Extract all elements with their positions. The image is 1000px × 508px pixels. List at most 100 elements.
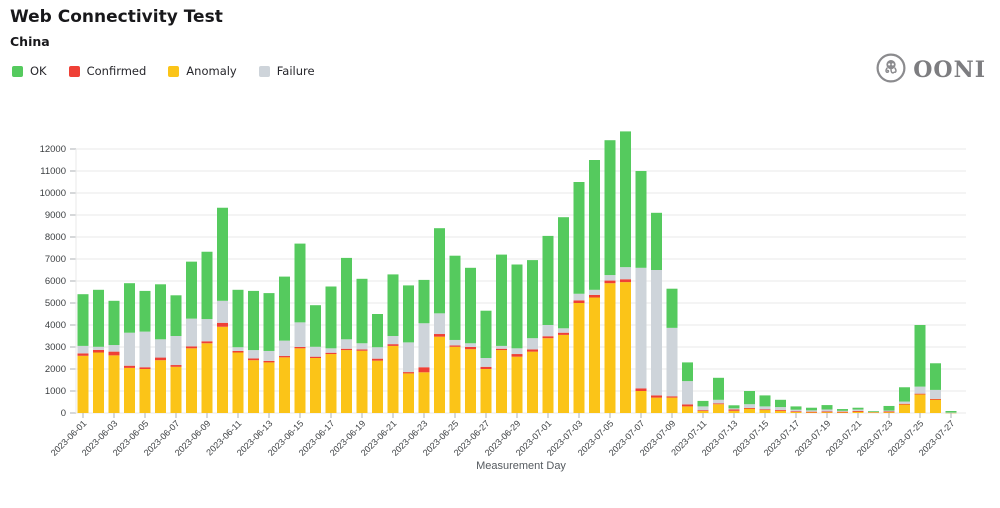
bar-segment-ok[interactable] (496, 254, 507, 346)
bar-2023-06-12[interactable] (248, 290, 259, 413)
bar-segment-ok[interactable] (635, 171, 647, 268)
bar-2023-07-05[interactable] (604, 140, 616, 413)
bar-2023-07-22[interactable] (868, 411, 879, 413)
bar-segment-anomaly[interactable] (263, 362, 275, 413)
bar-segment-confirmed[interactable] (108, 351, 120, 356)
bar-segment-confirmed[interactable] (573, 300, 585, 303)
bar-segment-ok[interactable] (418, 279, 430, 324)
bar-segment-anomaly[interactable] (635, 391, 647, 413)
bar-segment-confirmed[interactable] (310, 356, 321, 358)
bar-segment-confirmed[interactable] (744, 407, 755, 409)
bar-2023-07-23[interactable] (883, 405, 895, 413)
bar-segment-anomaly[interactable] (155, 360, 166, 413)
bar-2023-06-22[interactable] (403, 285, 414, 413)
bar-segment-failure[interactable] (496, 345, 507, 349)
bar-segment-ok[interactable] (682, 362, 693, 382)
bar-2023-07-12[interactable] (713, 377, 724, 413)
bar-segment-anomaly[interactable] (573, 303, 585, 413)
bar-segment-ok[interactable] (325, 286, 337, 349)
bar-segment-failure[interactable] (279, 340, 290, 357)
bar-segment-anomaly[interactable] (186, 348, 197, 413)
bar-segment-confirmed[interactable] (124, 365, 135, 368)
bar-segment-failure[interactable] (232, 347, 244, 351)
bar-segment-confirmed[interactable] (604, 280, 616, 284)
bar-segment-confirmed[interactable] (930, 398, 941, 400)
bar-segment-failure[interactable] (837, 410, 848, 412)
bar-segment-ok[interactable] (790, 406, 802, 410)
bar-segment-confirmed[interactable] (356, 349, 368, 351)
bar-2023-07-04[interactable] (589, 160, 600, 413)
bar-segment-anomaly[interactable] (449, 346, 461, 413)
bar-segment-failure[interactable] (775, 407, 786, 410)
bar-2023-06-28[interactable] (496, 254, 507, 413)
bar-segment-ok[interactable] (837, 409, 848, 411)
bar-segment-failure[interactable] (852, 409, 864, 412)
bar-segment-confirmed[interactable] (511, 354, 523, 357)
bar-segment-failure[interactable] (883, 410, 895, 412)
bar-segment-anomaly[interactable] (682, 406, 693, 413)
bar-segment-confirmed[interactable] (186, 346, 197, 349)
bar-segment-ok[interactable] (604, 140, 616, 276)
bar-segment-confirmed[interactable] (635, 388, 647, 391)
bar-segment-anomaly[interactable] (620, 282, 631, 413)
bar-segment-confirmed[interactable] (294, 347, 306, 349)
bar-segment-anomaly[interactable] (77, 355, 89, 413)
bar-segment-anomaly[interactable] (914, 394, 926, 413)
bar-2023-07-20[interactable] (837, 409, 848, 413)
bar-segment-ok[interactable] (589, 160, 600, 290)
bar-segment-failure[interactable] (124, 332, 135, 366)
bar-segment-anomaly[interactable] (713, 404, 724, 413)
bar-segment-ok[interactable] (883, 405, 895, 411)
bar-segment-failure[interactable] (790, 409, 802, 412)
bar-segment-failure[interactable] (77, 345, 89, 354)
bar-segment-anomaly[interactable] (418, 372, 430, 413)
bar-segment-ok[interactable] (139, 290, 151, 332)
bar-2023-06-08[interactable] (186, 261, 197, 413)
bar-segment-confirmed[interactable] (558, 332, 569, 335)
bar-2023-07-01[interactable] (542, 235, 554, 413)
bar-2023-06-11[interactable] (232, 289, 244, 413)
bar-segment-ok[interactable] (170, 295, 182, 336)
bar-2023-06-17[interactable] (325, 286, 337, 414)
bar-segment-failure[interactable] (806, 410, 817, 412)
bar-segment-failure[interactable] (186, 318, 197, 347)
bar-segment-confirmed[interactable] (728, 409, 740, 411)
bar-segment-confirmed[interactable] (434, 334, 445, 337)
bar-segment-ok[interactable] (573, 182, 585, 294)
bar-segment-anomaly[interactable] (666, 397, 678, 413)
bar-segment-anomaly[interactable] (325, 354, 337, 413)
bar-segment-failure[interactable] (387, 336, 399, 345)
bar-segment-ok[interactable] (263, 293, 275, 351)
bar-2023-06-10[interactable] (217, 207, 228, 413)
bar-segment-confirmed[interactable] (651, 395, 662, 398)
bar-segment-confirmed[interactable] (837, 411, 848, 413)
bar-segment-confirmed[interactable] (232, 350, 244, 353)
bar-segment-anomaly[interactable] (883, 411, 895, 413)
bar-segment-failure[interactable] (434, 313, 445, 335)
bar-2023-06-04[interactable] (124, 283, 135, 413)
bar-segment-anomaly[interactable] (744, 408, 755, 413)
bar-segment-anomaly[interactable] (852, 411, 864, 413)
bar-segment-failure[interactable] (511, 348, 523, 355)
bar-segment-ok[interactable] (651, 212, 662, 270)
bar-segment-anomaly[interactable] (139, 369, 151, 413)
bar-2023-07-09[interactable] (666, 288, 678, 413)
bar-segment-confirmed[interactable] (465, 347, 476, 350)
bar-segment-ok[interactable] (186, 261, 197, 319)
bar-segment-anomaly[interactable] (496, 350, 507, 413)
bar-segment-confirmed[interactable] (496, 348, 507, 351)
bar-2023-07-11[interactable] (697, 400, 709, 413)
bar-2023-06-29[interactable] (511, 264, 523, 414)
bar-2023-06-02[interactable] (93, 289, 104, 413)
bar-segment-confirmed[interactable] (527, 349, 538, 352)
bar-segment-anomaly[interactable] (759, 409, 771, 413)
bar-2023-06-03[interactable] (108, 300, 120, 413)
bar-segment-ok[interactable] (232, 289, 244, 348)
bar-segment-ok[interactable] (77, 294, 89, 346)
bar-2023-06-23[interactable] (418, 279, 430, 413)
bar-segment-failure[interactable] (682, 381, 693, 405)
bar-segment-confirmed[interactable] (806, 411, 817, 413)
bar-segment-anomaly[interactable] (403, 373, 414, 413)
bar-2023-06-14[interactable] (279, 276, 290, 413)
bar-segment-failure[interactable] (480, 358, 492, 367)
